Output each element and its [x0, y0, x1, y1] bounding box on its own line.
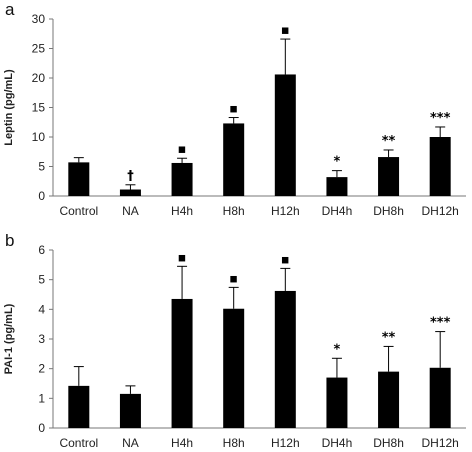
bar: [378, 371, 400, 428]
chart-panel-b: b 0 1 2 3 4 5 6 PAI-1 (pg/mL) Control NA ▪ H4h ▪ H8h ▪ H…: [3, 231, 466, 450]
bar: [274, 290, 296, 428]
significance-marker: ▪: [229, 102, 238, 117]
bar: [223, 308, 245, 428]
x-tick-label: DH12h: [422, 436, 459, 450]
y-tick-label: 20: [32, 71, 46, 85]
y-tick-label: 0: [38, 421, 45, 435]
x-tick-label: H4h: [171, 204, 193, 218]
x-tick-label: DH8h: [373, 436, 404, 450]
x-tick-label: H4h: [171, 436, 193, 450]
x-tick-label: DH4h: [322, 204, 353, 218]
y-axis-label: PAI-1 (pg/mL): [3, 303, 15, 374]
y-tick-label: 5: [38, 273, 45, 287]
bar: [171, 298, 193, 428]
significance-marker: ***: [430, 111, 451, 126]
y-tick-label: 3: [38, 332, 45, 346]
bar: [378, 157, 400, 196]
x-tick-label: NA: [122, 436, 139, 450]
bar: [68, 162, 90, 196]
y-tick-label: 25: [32, 42, 46, 56]
significance-marker: *: [334, 155, 341, 170]
significance-marker: ▪: [178, 250, 187, 265]
bar: [119, 189, 141, 196]
bar: [119, 393, 141, 428]
y-tick-label: 30: [32, 12, 46, 26]
y-tick-label: 10: [32, 130, 46, 144]
y-tick-label: 4: [38, 302, 45, 316]
panel-letter: a: [5, 0, 15, 19]
x-tick-label: DH8h: [373, 204, 404, 218]
chart-panel-a: a 0 5 10 15 20 25 30 Leptin (pg/mL) Control † NA ▪ H4…: [3, 0, 466, 218]
y-tick-label: 0: [38, 189, 45, 203]
bar: [68, 385, 90, 428]
x-tick-label: NA: [122, 204, 139, 218]
significance-marker: ▪: [281, 252, 290, 267]
y-tick-label: 1: [38, 391, 45, 405]
x-tick-label: H12h: [271, 436, 300, 450]
significance-marker: **: [382, 134, 396, 149]
x-tick-label: H8h: [223, 436, 245, 450]
significance-marker: ***: [430, 316, 451, 331]
significance-marker: ▪: [229, 271, 238, 286]
significance-marker: *: [334, 342, 341, 357]
x-tick-label: H12h: [271, 204, 300, 218]
significance-marker: **: [382, 330, 396, 345]
y-tick-label: 15: [32, 101, 46, 115]
bar: [274, 74, 296, 196]
bar: [171, 162, 193, 196]
bar: [429, 367, 451, 428]
y-tick-label: 6: [38, 243, 45, 257]
x-tick-label: DH12h: [422, 204, 459, 218]
x-tick-label: DH4h: [322, 436, 353, 450]
y-tick-label: 2: [38, 362, 45, 376]
x-tick-label: H8h: [223, 204, 245, 218]
y-axis-label: Leptin (pg/mL): [3, 69, 15, 146]
y-tick-label: 5: [38, 160, 45, 174]
significance-marker: †: [127, 169, 134, 184]
significance-marker: ▪: [178, 142, 187, 157]
significance-marker: ▪: [281, 23, 290, 38]
bar: [326, 177, 348, 196]
panel-letter: b: [5, 231, 14, 250]
x-tick-label: Control: [59, 436, 98, 450]
bar: [326, 377, 348, 428]
bar: [223, 123, 245, 196]
x-tick-label: Control: [59, 204, 98, 218]
bar: [429, 137, 451, 196]
